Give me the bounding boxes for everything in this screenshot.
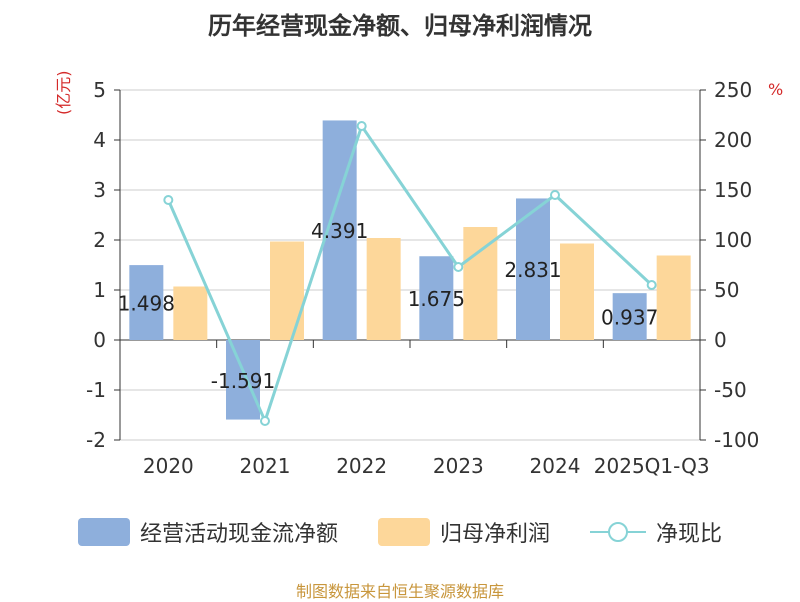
right-axis-unit: %: [768, 80, 784, 99]
left-tick-label: 5: [93, 78, 106, 102]
right-tick-label: 0: [714, 328, 727, 352]
left-tick-label: 0: [93, 328, 106, 352]
source-note: 制图数据来自恒生聚源数据库: [295, 582, 504, 601]
legend-label-net-profit: 归母净利润: [439, 522, 550, 547]
bar-cash-flow: [419, 256, 454, 340]
ratio-point: [550, 190, 560, 200]
chart-title: 历年经营现金净额、归母净利润情况: [208, 12, 592, 40]
legend-swatch-cash-flow: [77, 518, 130, 546]
right-tick-label: 150: [714, 178, 752, 202]
data-label-cash-flow: 1.675: [408, 287, 465, 311]
bar-cash-flow: [516, 198, 550, 340]
left-tick-label: 3: [93, 178, 106, 202]
right-tick-label: 100: [714, 228, 752, 252]
bar-cash-flow: [226, 340, 260, 420]
ratio-point: [356, 121, 367, 131]
data-label-cash-flow: 2.831: [504, 258, 561, 282]
bar-net-profit: [270, 241, 304, 340]
ratio-line: [166, 122, 653, 426]
right-tick-label: 250: [714, 78, 752, 102]
left-tick-label: 4: [93, 128, 106, 152]
bar-cash-flow: [612, 293, 647, 340]
data-label-cash-flow: 1.498: [118, 292, 175, 316]
data-label-cash-flow: -1.591: [211, 369, 275, 393]
legend-item-ratio[interactable]: 净现比: [590, 516, 722, 548]
right-tick-label: -100: [714, 428, 759, 452]
bar-net-profit: [656, 255, 691, 340]
bar-net-profit: [366, 238, 401, 340]
bar-net-profit: [463, 227, 498, 340]
legend-marker-ratio: [590, 522, 646, 542]
category-label: 2024: [530, 454, 581, 478]
legend-swatch-net-profit: [377, 518, 430, 546]
category-label: 2025Q1-Q3: [594, 454, 710, 478]
legend-label-cash-flow: 经营活动现金流净额: [139, 522, 338, 547]
ratio-point: [453, 262, 464, 272]
legend: 经营活动现金流净额 归母净利润 净现比: [0, 516, 800, 548]
legend-item-cash-flow[interactable]: 经营活动现金流净额: [77, 516, 338, 548]
bar-net-profit: [560, 243, 594, 340]
left-tick-label: -2: [86, 428, 106, 452]
right-tick-label: -50: [714, 378, 747, 402]
ratio-point: [260, 416, 270, 426]
left-tick-label: -1: [86, 378, 106, 402]
legend-label-ratio: 净现比: [656, 522, 723, 547]
category-label: 2020: [143, 454, 194, 478]
left-tick-label: 2: [93, 228, 106, 252]
category-label: 2021: [240, 454, 291, 478]
right-tick-label: 50: [714, 278, 739, 302]
data-label-cash-flow: 0.937: [601, 306, 658, 330]
right-tick-label: 200: [714, 128, 752, 152]
left-tick-label: 1: [93, 278, 106, 302]
chart-canvas: -2 -1 0 1 2 3 4 5 -100 -50 0 50 100 150 200 250 2020 2021…: [86, 78, 759, 478]
category-label: 2022: [336, 454, 387, 478]
ratio-point: [163, 195, 174, 205]
ratio-point: [646, 280, 657, 290]
bar-cash-flow: [129, 265, 164, 340]
legend-item-net-profit[interactable]: 归母净利润: [377, 516, 550, 548]
data-label-cash-flow: 4.391: [311, 219, 368, 243]
bar-net-profit: [173, 286, 208, 340]
category-label: 2023: [433, 454, 484, 478]
